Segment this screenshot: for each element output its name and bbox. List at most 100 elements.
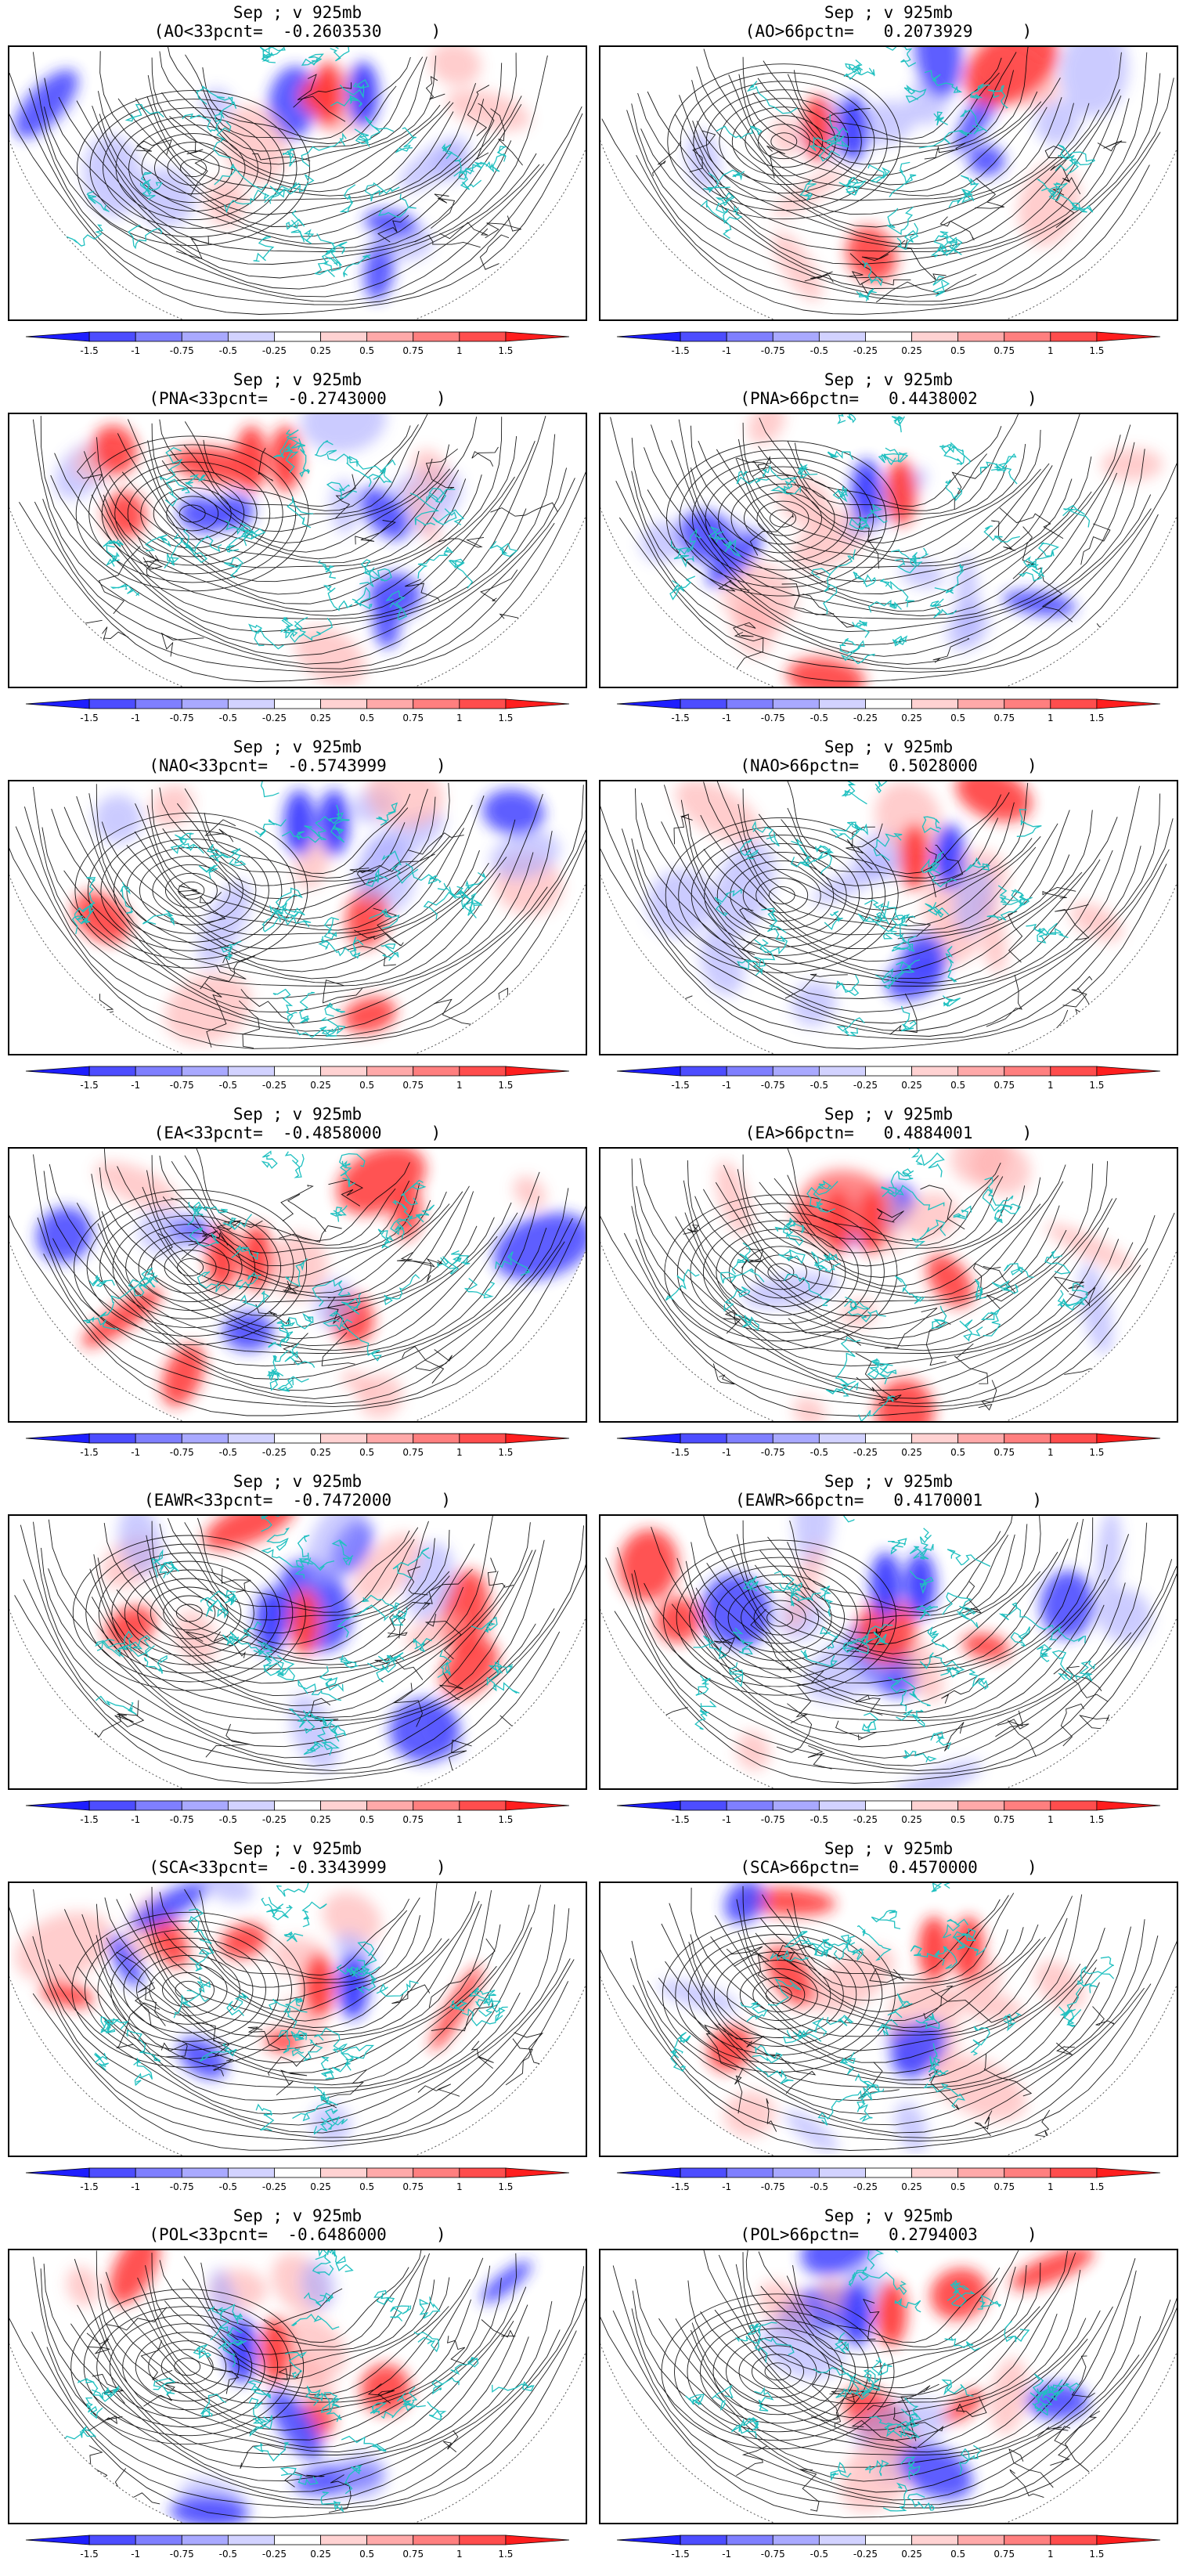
colorbar-swatch [818,2167,866,2178]
colorbar-tick-label: -0.5 [810,1080,828,1091]
colorbar-tick-label: 1.5 [498,345,513,356]
colorbar-tick-label: 0.25 [310,345,331,356]
colorbar-tick-label: -0.75 [761,1814,785,1825]
colorbar-tick-label: -0.75 [170,713,194,723]
colorbar-swatch [1050,1800,1098,1811]
anomaly-shading [54,414,462,687]
colorbar: -1.5 -1 -0.75 -0.5 -0.25 0.25 0.5 0.75 1 1.5 [25,1433,570,1458]
colorbar-tick-label: 0.5 [950,713,965,723]
colorbar-tick-label: -1 [131,1080,140,1091]
panel-title: Sep ; v 925mb [824,1105,954,1124]
colorbar-tick-label: -1.5 [80,1814,98,1825]
map-content [600,1149,1175,1421]
colorbar-tick-label: 0.5 [950,1447,965,1458]
colorbar-swatch [366,331,414,342]
map-canvas [600,2250,1177,2523]
colorbar: -1.5 -1 -0.75 -0.5 -0.25 0.25 0.5 0.75 1 1.5 [616,1800,1161,1825]
colorbar-swatch [865,1066,912,1077]
colorbar-swatch [818,1066,866,1077]
colorbar-tick-label: -0.25 [262,345,287,356]
map-frame [8,1147,587,1423]
colorbar-tick-label: -0.25 [853,713,878,723]
panel-subtitle: (SCA<33pcnt= -0.3343999 ) [149,1858,446,1877]
colorbar-tick-label: -0.75 [170,1447,194,1458]
map-canvas [9,1883,586,2156]
colorbar-swatch [726,1066,774,1077]
colorbar-swatch [25,698,90,709]
colorbar-tick-label: -1 [131,2549,140,2560]
colorbar-tick-label: -1 [131,1814,140,1825]
colorbar-swatch [413,1433,460,1444]
colorbar-swatch [320,1800,368,1811]
colorbar-swatch [459,698,507,709]
colorbar-tick-label: -1.5 [671,345,689,356]
streamlines [601,47,1174,319]
map-panel-13: Sep ; v 925mb (POL<33pcnt= -0.6486000 ) … [8,2205,587,2573]
colorbar-swatch [274,1066,321,1077]
coastlines [669,1883,1115,2126]
colorbar-swatch [818,1800,866,1811]
colorbar-swatch [88,1433,136,1444]
colorbar: -1.5 -1 -0.75 -0.5 -0.25 0.25 0.5 0.75 1 1.5 [25,1800,570,1825]
colorbar-swatch [911,2167,959,2178]
streamlines [9,2250,586,2518]
map-content [9,1149,586,1418]
panel-subtitle: (AO>66pctn= 0.2073929 ) [745,22,1033,41]
colorbar-tick-label: 0.25 [901,345,922,356]
colorbar-tick-label: 0.5 [950,2181,965,2192]
colorbar-tick-label: 1 [1048,345,1054,356]
colorbar-swatch [818,331,866,342]
colorbar-tick-label: 0.75 [993,345,1015,356]
colorbar-swatch [181,331,229,342]
colorbar-tick-label: -0.75 [761,1447,785,1458]
map-frame [599,2249,1178,2524]
colorbar-swatch [680,2535,727,2545]
colorbar-swatch [25,2535,90,2545]
colorbar-swatch [616,1433,681,1444]
colorbar-tick-label: 0.5 [359,345,374,356]
colorbar-tick-label: -0.25 [853,2181,878,2192]
colorbar-tick-label: 0.75 [402,1447,424,1458]
colorbar-tick-label: 1 [456,713,463,723]
colorbar-tick-label: 1.5 [1089,2549,1104,2560]
colorbar-tick-label: -1 [722,713,731,723]
colorbar-swatch [1050,331,1098,342]
colorbar-swatch [1050,2167,1098,2178]
colorbar-swatch [1096,1066,1161,1077]
map-content [9,2250,586,2523]
colorbar-swatch [88,331,136,342]
colorbar-tick-label: 1.5 [498,1080,513,1091]
colorbar-tick-label: 1.5 [1089,1814,1104,1825]
colorbar-swatch [274,698,321,709]
map-content [600,2250,1177,2518]
colorbar-swatch [911,331,959,342]
colorbar-swatch [320,698,368,709]
coastlines [60,2250,535,2513]
anomaly-shading [14,47,531,301]
colorbar-tick-label: 0.25 [310,2181,331,2192]
map-frame [599,1881,1178,2157]
map-panel-14: Sep ; v 925mb (POL>66pctn= 0.2794003 ) -… [599,2205,1178,2573]
colorbar-swatch [1096,2167,1161,2178]
colorbar-tick-label: 1 [456,1814,463,1825]
colorbar-swatch [1004,331,1051,342]
colorbar-tick-label: 1 [456,1080,463,1091]
colorbar-tick-label: -1 [131,345,140,356]
colorbar-tick-label: -0.25 [853,1447,878,1458]
colorbar-swatch [726,2167,774,2178]
colorbar-swatch [911,1800,959,1811]
colorbar-swatch [88,2535,136,2545]
colorbar-swatch [505,1433,570,1444]
colorbar-tick-label: 0.5 [950,345,965,356]
colorbar-swatch [459,2167,507,2178]
colorbar-tick-label: -1 [722,2181,731,2192]
colorbar-swatch [320,2167,368,2178]
colorbar-swatch [772,698,820,709]
panel-title: Sep ; v 925mb [233,738,362,756]
colorbar-swatch [459,1066,507,1077]
colorbar-swatch [772,2535,820,2545]
colorbar: -1.5 -1 -0.75 -0.5 -0.25 0.25 0.5 0.75 1 1.5 [25,2167,570,2192]
map-panel-12: Sep ; v 925mb (SCA>66pctn= 0.4570000 ) -… [599,1838,1178,2206]
colorbar-swatch [227,2167,275,2178]
coastlines [71,781,486,1038]
